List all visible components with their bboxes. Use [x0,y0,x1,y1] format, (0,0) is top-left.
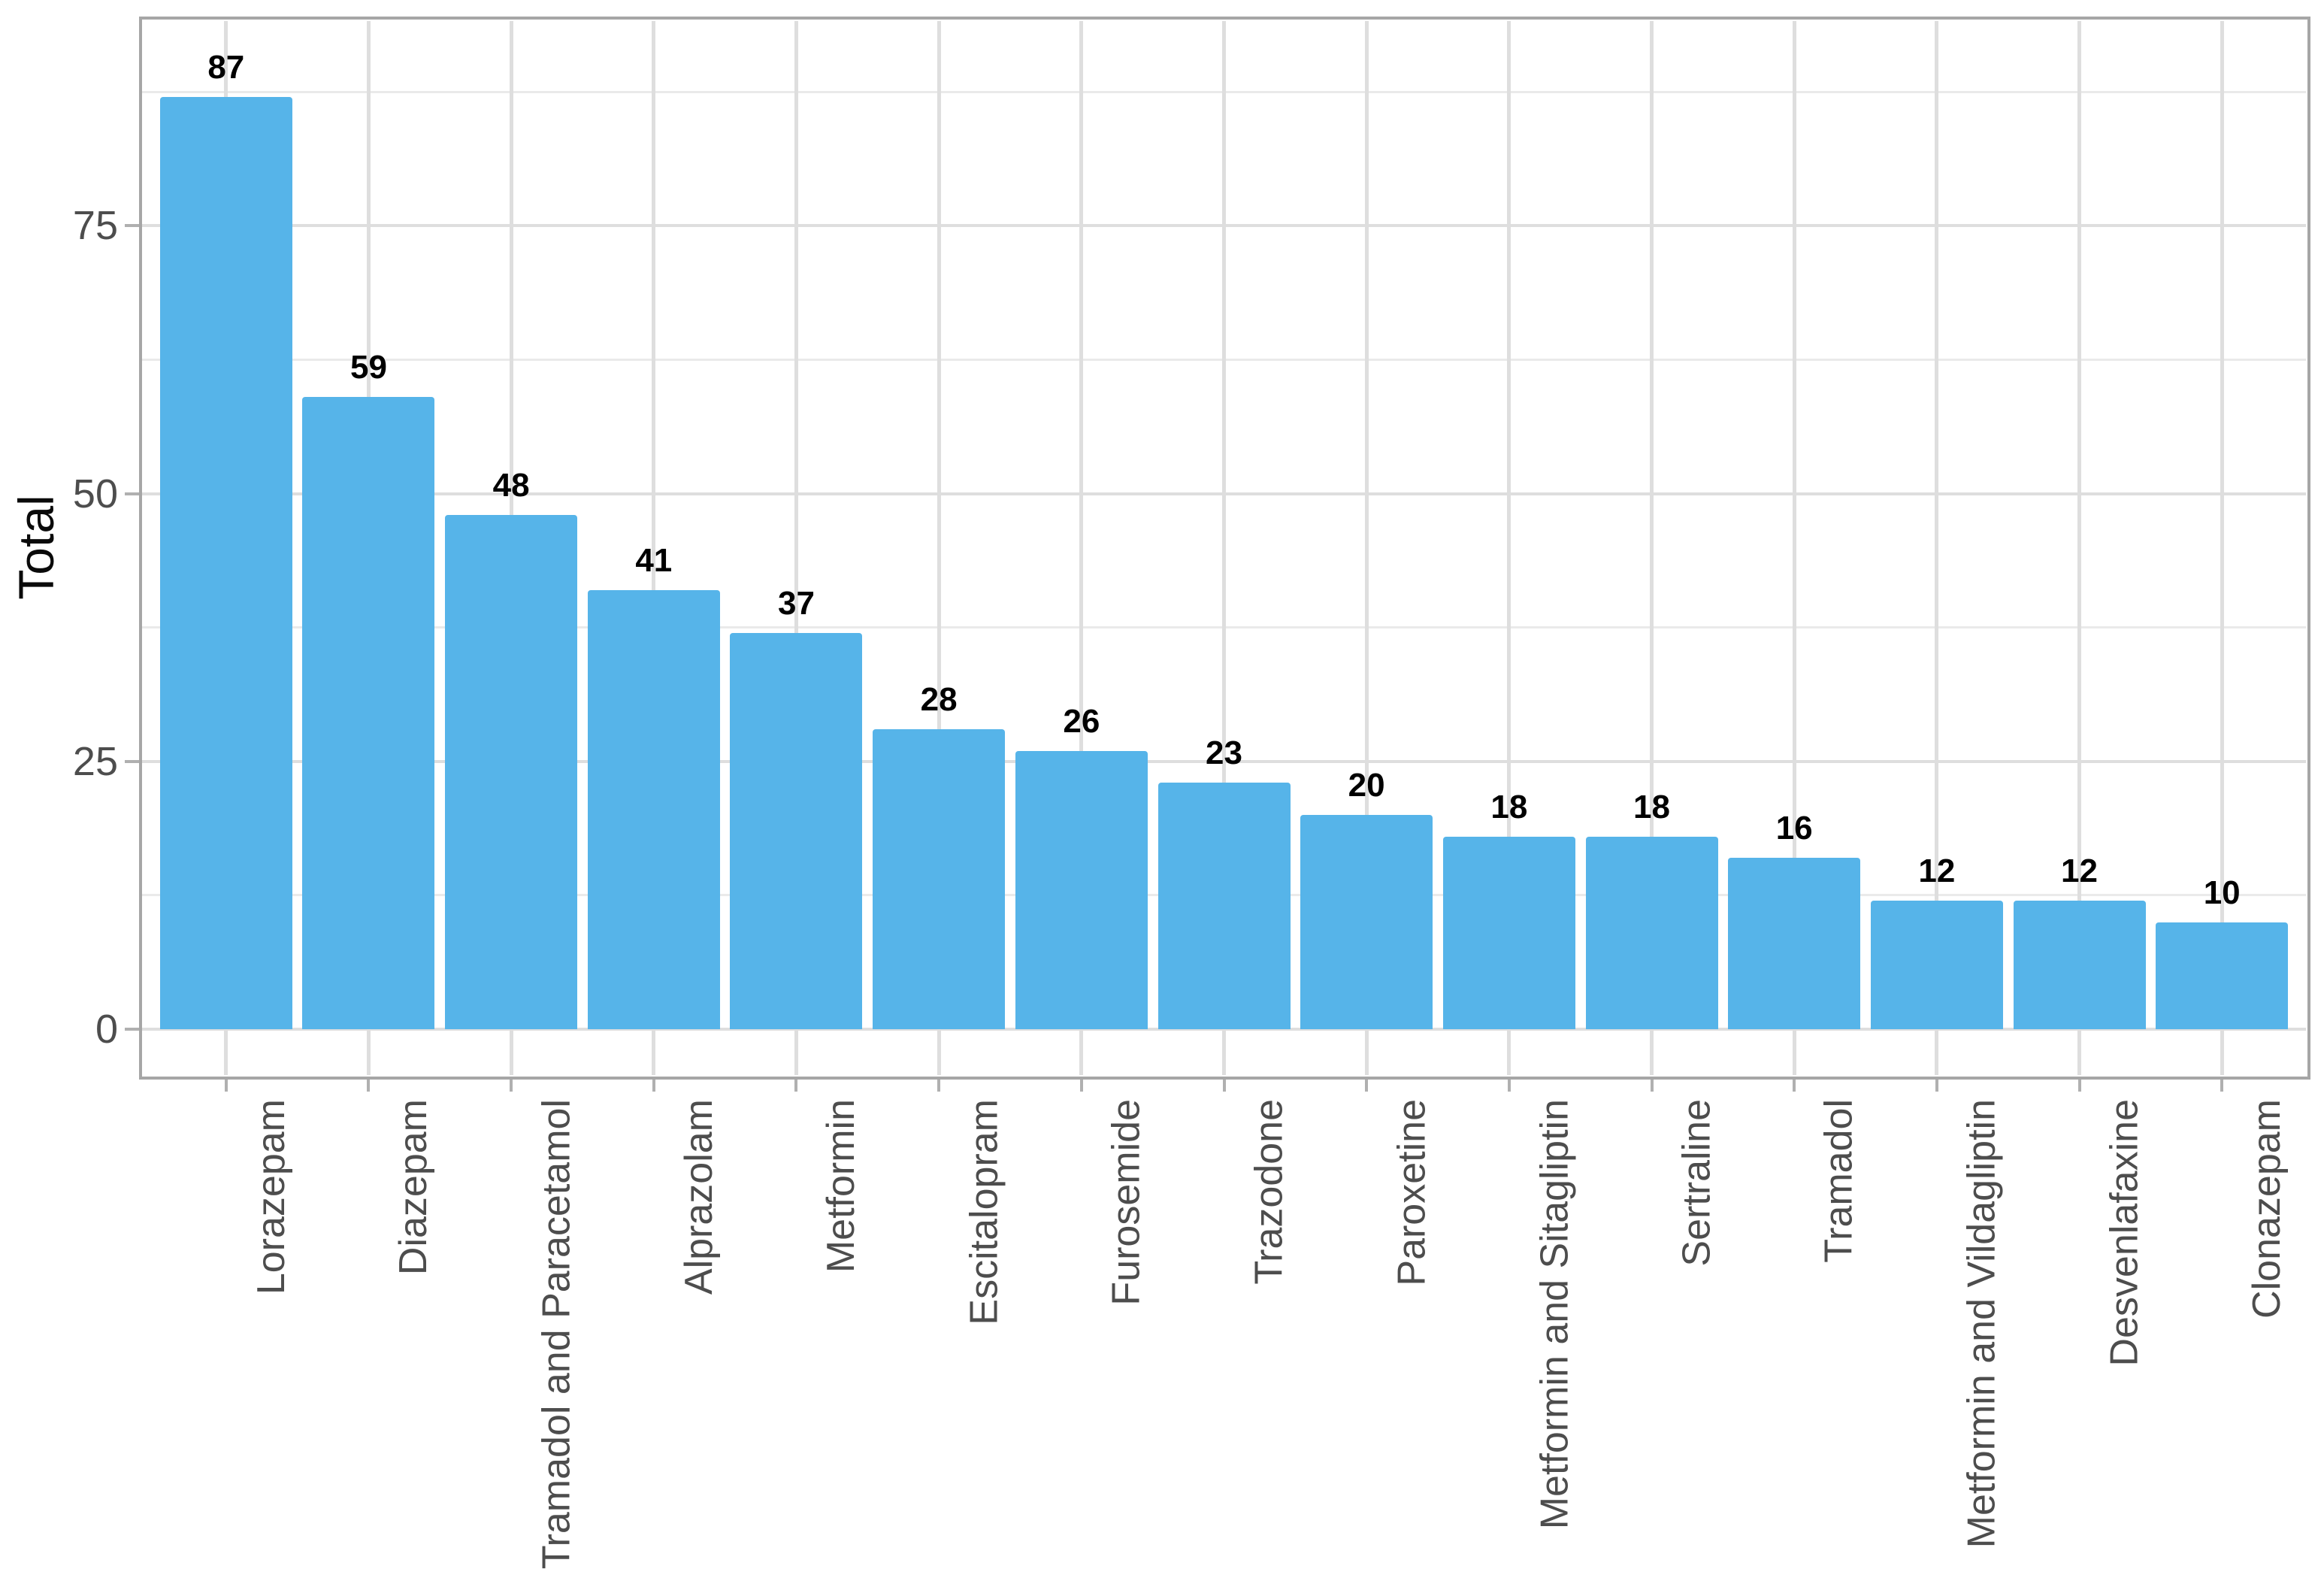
bar [1870,901,2003,1029]
bar-value-label: 48 [492,467,530,504]
x-axis-category-label: Furosemide [1104,1099,1148,1306]
bar-value-label: 37 [778,584,815,622]
bar [302,397,435,1029]
bar-value-label: 41 [635,541,673,579]
y-axis-tick-label: 25 [72,738,118,784]
y-axis-tick-label: 0 [95,1007,118,1052]
v-gridline [1079,21,1084,1075]
x-tick-mark [1222,1080,1226,1092]
bar [445,515,578,1029]
bar [730,632,863,1029]
x-axis-category-label: Metformin and Vildagliptin [1959,1099,2004,1549]
bar [2013,901,2146,1029]
bar [1157,783,1291,1029]
y-axis-tick-label: 75 [72,203,118,249]
x-tick-mark [1793,1080,1796,1092]
v-gridline [1222,21,1226,1075]
x-tick-mark [652,1080,655,1092]
y-axis-title: Total [8,495,64,600]
x-tick-mark [1650,1080,1654,1092]
bar [1728,858,1861,1029]
bar-value-label: 18 [1633,788,1670,825]
x-axis-category-label: Desvenlafaxine [2102,1099,2147,1367]
v-gridline [2077,21,2082,1075]
bar-value-label: 10 [2203,874,2241,911]
x-axis-category-label: Tramadol and Paracetamol [534,1099,579,1570]
x-tick-mark [2220,1080,2224,1092]
bar-value-label: 12 [1918,853,1956,889]
y-tick-mark [125,492,139,495]
x-tick-mark [1079,1080,1083,1092]
v-gridline [937,21,941,1075]
bar [159,97,292,1029]
x-tick-mark [1507,1080,1511,1092]
x-axis-category-label: Paroxetine [1390,1099,1434,1286]
y-axis-tick-label: 50 [72,471,118,516]
bar-value-label: 26 [1063,702,1100,740]
bar [587,589,720,1029]
bar-value-label: 20 [1348,767,1385,804]
bar-value-label: 23 [1206,734,1242,772]
y-tick-mark [125,1028,139,1031]
y-tick-mark [125,224,139,228]
v-gridline [1364,21,1369,1075]
bar-value-label: 87 [207,49,245,86]
x-axis-category-label: Sertraline [1675,1099,1719,1267]
y-tick-mark [125,759,139,763]
bar-value-label: 28 [920,681,958,718]
bar-value-label: 16 [1775,810,1813,847]
x-tick-mark [2077,1080,2081,1092]
v-gridline [1935,21,1939,1075]
v-gridline [2220,21,2224,1075]
bar [1300,815,1433,1029]
x-axis-category-label: Diazepam [392,1099,436,1276]
bar [1585,836,1718,1029]
x-axis-category-label: Clonazepam [2245,1099,2289,1319]
bar-value-label: 59 [350,349,387,386]
x-tick-mark [794,1080,798,1092]
v-gridline [1650,21,1654,1075]
panel-border [139,17,2310,1080]
x-axis-category-label: Metformin and Sitagliptin [1532,1099,1576,1530]
v-gridline [1792,21,1796,1075]
x-axis-category-label: Tramadol [1817,1099,1862,1263]
v-gridline [652,21,656,1075]
x-tick-mark [1365,1080,1369,1092]
bar [1015,750,1148,1029]
bar [2156,922,2289,1029]
bar-value-label: 18 [1490,788,1528,825]
x-axis-category-label: Metformin [819,1099,864,1274]
x-axis-category-label: Alprazolam [676,1099,721,1295]
x-axis-category-label: Trazodone [1247,1099,1291,1285]
x-axis-category-label: Escitalopram [962,1099,1006,1325]
bar-value-label: 12 [2061,853,2098,889]
x-tick-mark [224,1080,228,1092]
x-tick-mark [510,1080,513,1092]
bar [1442,836,1575,1029]
x-tick-mark [937,1080,941,1092]
bar [873,729,1006,1029]
x-tick-mark [367,1080,371,1092]
x-axis-category-label: Lorazepam [249,1099,293,1295]
v-gridline [794,21,798,1075]
x-tick-mark [1935,1080,1938,1092]
v-gridline [1507,21,1512,1075]
